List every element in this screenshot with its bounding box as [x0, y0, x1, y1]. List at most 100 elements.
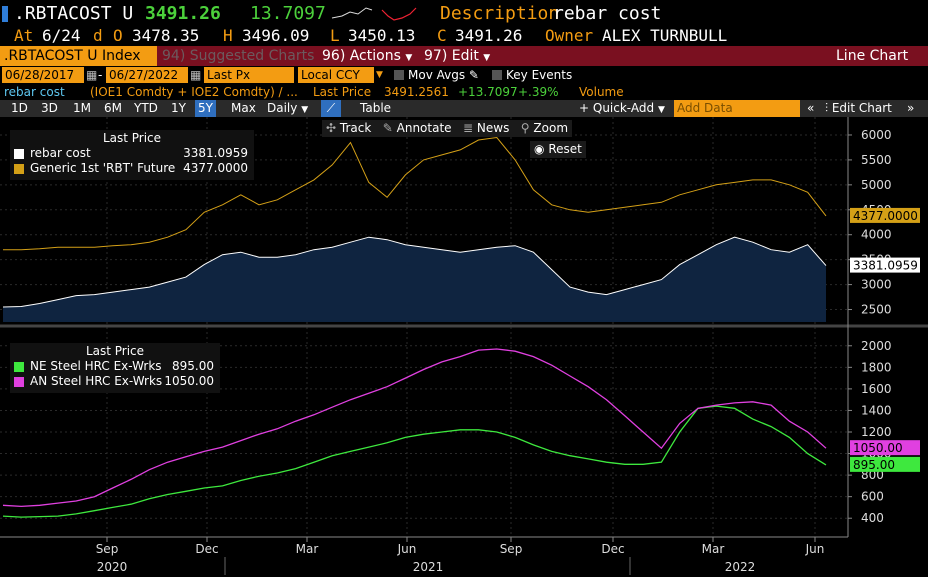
owner-label: Owner	[545, 26, 594, 45]
zoom-label: Zoom	[533, 121, 569, 135]
caret-down-icon: ▼	[657, 105, 665, 115]
y-tick-label: 1800	[861, 360, 892, 374]
period-6m[interactable]: 6M	[104, 101, 122, 115]
mov-avgs-label: Mov Avgs	[408, 68, 466, 82]
legend-bottom-title: Last Price	[85, 344, 145, 358]
period-1d[interactable]: 1D	[11, 101, 28, 115]
an-steel-line	[2, 348, 827, 508]
year-label: 2021	[413, 560, 444, 574]
calendar-icon[interactable]: ▦	[86, 68, 98, 82]
last-tag-future-bg	[850, 207, 920, 223]
frequency-label: Daily	[267, 101, 298, 115]
period-1m[interactable]: 1M	[73, 101, 91, 115]
legend-pct: +.39%	[518, 85, 559, 99]
edit-menu[interactable]: 97) Edit ▼	[420, 46, 490, 66]
at-label: At	[14, 26, 34, 45]
legend-an-name: AN Steel HRC Ex-Wrks	[30, 374, 163, 388]
chart-tools-bar: ✣ Track ✎ Annotate ≣ News ⚲ Zoom	[322, 120, 573, 137]
period-toolbar: 1D 3D 1M 6M YTD 1Y 5Y Max Daily ▼ ⟋ Tabl…	[0, 100, 928, 117]
year-label: 2022	[725, 560, 756, 574]
suggested-charts-menu[interactable]: 94) Suggested Charts	[162, 48, 315, 64]
legend-entry-future[interactable]: Generic 1st 'RBT' Future 4377.0000	[10, 161, 254, 176]
legend-entry-rebar[interactable]: rebar cost 3381.0959	[10, 146, 254, 161]
ticker[interactable]: .RBTACOST U	[14, 3, 134, 24]
legend-entry-an[interactable]: AN Steel HRC Ex-Wrks 1050.00	[10, 374, 220, 389]
x-tick-label: Jun	[805, 542, 825, 556]
table-button[interactable]: Table	[360, 101, 392, 115]
period-1y[interactable]: 1Y	[171, 101, 186, 115]
expand-right-icon[interactable]: »	[907, 101, 915, 115]
last-tag-ne-bg	[850, 456, 920, 472]
last-tag-ne: 895.00	[853, 458, 895, 472]
caret-down-icon: ▼	[405, 53, 413, 63]
year-label: 2020	[97, 560, 128, 574]
actions-label: 96) Actions	[322, 48, 401, 64]
legend-bottom: Last Price NE Steel HRC Ex-Wrks 895.00 A…	[10, 343, 220, 393]
swatch-green	[14, 362, 24, 372]
y-tick-label: 5500	[861, 153, 892, 167]
crosshair-icon: ✣	[326, 121, 337, 135]
pencil-icon: ✎	[382, 121, 393, 135]
edit-chart-button[interactable]: ⫶ Edit Chart	[822, 100, 895, 117]
y-tick-label: 2000	[861, 339, 892, 353]
key-events-label: Key Events	[506, 68, 573, 82]
y-tick-label: 400	[861, 511, 884, 525]
annotate-tool[interactable]: ✎ Annotate	[383, 121, 452, 135]
track-tool[interactable]: ✣ Track	[326, 121, 371, 135]
period-ytd[interactable]: YTD	[134, 101, 158, 115]
news-label: News	[476, 121, 510, 135]
rebar-cost-line	[2, 236, 827, 308]
collapse-left-icon[interactable]: «	[807, 101, 815, 115]
quick-add-button[interactable]: + Quick-Add ▼	[576, 100, 668, 117]
high-value: 3496.09	[242, 26, 310, 45]
close-value: 3491.26	[455, 26, 523, 45]
magnifier-icon: ⚲	[520, 121, 530, 135]
line-chart-icon[interactable]: ⟋	[321, 100, 341, 117]
calendar-icon[interactable]: ▦	[190, 68, 202, 82]
legend-future-value: 4377.0000	[183, 161, 248, 175]
news-icon: ≣	[463, 121, 474, 135]
news-tool[interactable]: ≣ News	[463, 121, 509, 135]
frequency-select[interactable]: Daily ▼	[264, 100, 311, 117]
start-date-input[interactable]: 06/28/2017	[2, 67, 84, 83]
legend-entry-ne[interactable]: NE Steel HRC Ex-Wrks 895.00	[10, 359, 220, 374]
actions-menu[interactable]: 96) Actions ▼	[318, 46, 412, 66]
reset-button[interactable]: ◉ Reset	[530, 141, 586, 158]
header-row-2: At 6/24 d O 3478.35 H 3496.09 L 3450.13 …	[0, 25, 928, 47]
index-tab[interactable]: .RBTACOST U Index	[0, 46, 157, 66]
add-data-input[interactable]: Add Data	[674, 100, 800, 117]
x-tick-label: Dec	[601, 542, 624, 556]
rbt-future-line	[3, 136, 827, 251]
period-max[interactable]: Max	[231, 101, 256, 115]
edit-label: 97) Edit	[424, 48, 479, 64]
period-5y[interactable]: 5Y	[195, 100, 216, 117]
zoom-tool[interactable]: ⚲ Zoom	[521, 121, 568, 135]
chevron-down-icon[interactable]: ▼	[376, 70, 383, 80]
reset-label: Reset	[548, 142, 582, 156]
end-date-input[interactable]: 06/27/2022	[106, 67, 188, 83]
last-tag-an: 1050.00	[853, 441, 903, 455]
y-tick-label: 1600	[861, 382, 892, 396]
key-events-toggle[interactable]: Key Events	[492, 67, 572, 83]
controls-row: 06/28/2017 ▦ - 06/27/2022 ▦ Last Px Loca…	[0, 67, 928, 84]
edit-chart-label: Edit Chart	[831, 101, 892, 115]
last-tag-future: 4377.0000	[853, 209, 918, 223]
y-tick-label: 6000	[861, 128, 892, 142]
x-tick-label: Dec	[195, 542, 218, 556]
quick-add-label: + Quick-Add	[579, 101, 655, 115]
ne-steel-line	[2, 405, 827, 518]
chart-canvas[interactable]: 2500300035004000450050005500600040060080…	[0, 117, 928, 577]
annotate-label: Annotate	[396, 121, 452, 135]
currency-select[interactable]: Local CCY	[298, 67, 374, 83]
reset-icon: ◉	[534, 142, 545, 156]
checkbox-icon	[492, 70, 502, 80]
period-3d[interactable]: 3D	[41, 101, 58, 115]
field-select[interactable]: Last Px	[204, 67, 294, 83]
mov-avgs-toggle[interactable]: Mov Avgs ✎	[394, 67, 479, 83]
chart-settings-icon: ⫶	[825, 101, 829, 115]
quote-date: 6/24	[42, 26, 81, 45]
last-tag-rebar-bg	[850, 257, 920, 273]
legend-rebar-name: rebar cost	[30, 146, 91, 160]
pencil-icon: ✎	[468, 68, 479, 82]
legend-formula: (IOE1 Comdty + IOE2 Comdty) / ...	[90, 85, 298, 99]
